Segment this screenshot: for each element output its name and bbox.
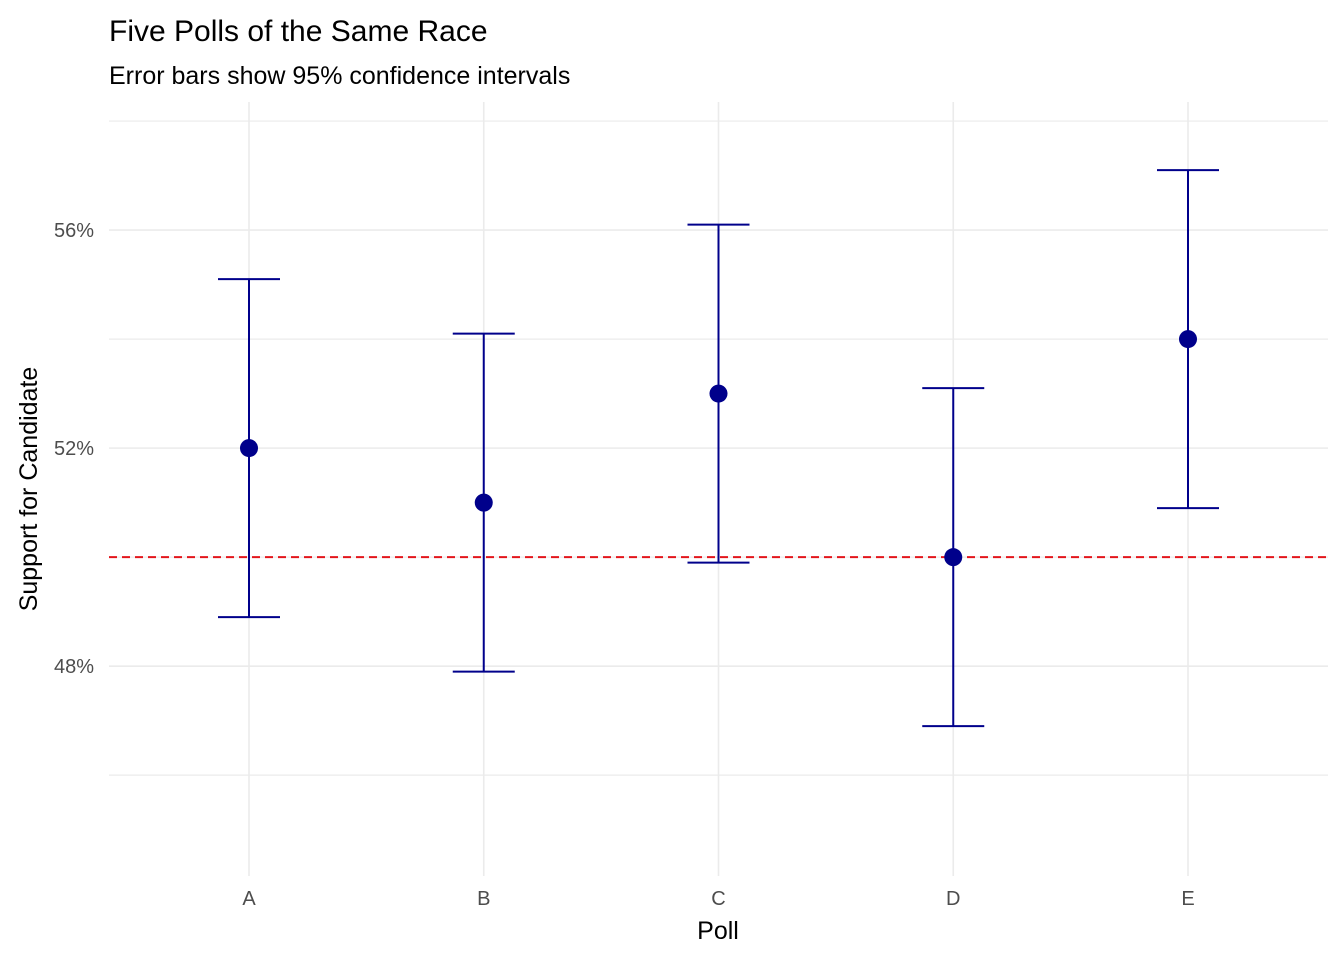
x-tick-label: B [477,888,490,910]
chart-title: Five Polls of the Same Race [109,15,488,48]
y-axis-title: Support for Candidate [15,367,43,612]
y-tick-label: 52% [54,438,94,460]
data-point [1179,330,1197,349]
data-point [944,548,963,567]
x-tick-label: A [242,888,256,910]
data-point [474,493,493,512]
chart-subtitle: Error bars show 95% confidence intervals [109,62,570,90]
y-axis-ticks: 48% 52% 56% [54,220,94,678]
y-tick-label: 56% [54,220,94,242]
data-point [240,439,258,458]
x-axis-title: Poll [697,917,739,945]
y-tick-label: 48% [54,656,94,678]
x-tick-label: C [711,888,725,910]
data-point [709,384,728,403]
x-tick-label: E [1181,888,1194,910]
x-axis-ticks: A B C D E [242,888,1194,910]
data-marks [218,169,1219,728]
x-tick-label: D [946,888,960,910]
